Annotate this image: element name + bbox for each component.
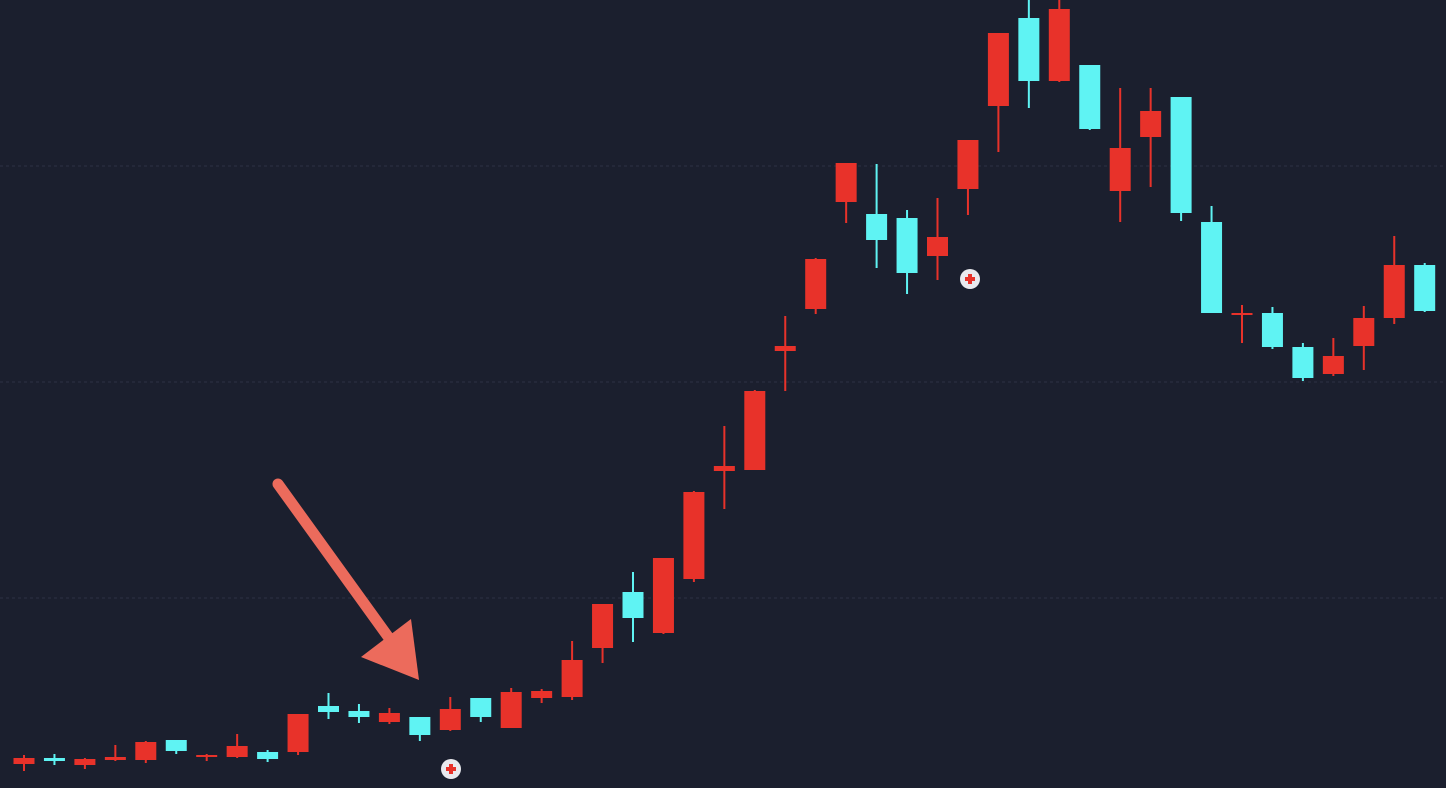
candle-body bbox=[287, 714, 309, 752]
candle-body bbox=[1292, 347, 1314, 378]
candle-body bbox=[318, 706, 339, 712]
candle-body bbox=[196, 755, 218, 757]
candle-body bbox=[744, 391, 766, 470]
arrow bbox=[272, 478, 419, 680]
candle-body bbox=[257, 752, 279, 759]
arrow-head bbox=[361, 619, 419, 680]
grid bbox=[0, 165, 1446, 599]
candle-body bbox=[1140, 111, 1162, 137]
marker bbox=[960, 269, 980, 289]
candle-body bbox=[987, 33, 1009, 106]
candle-body bbox=[1170, 97, 1192, 213]
candle-body bbox=[957, 140, 979, 189]
candle-body bbox=[1048, 9, 1070, 81]
candle-body bbox=[622, 592, 644, 618]
candle-body bbox=[774, 346, 796, 351]
candle-body bbox=[43, 758, 65, 761]
candle-body bbox=[378, 713, 400, 722]
candle-body bbox=[500, 692, 522, 728]
candle-body bbox=[1018, 18, 1040, 81]
candle-body bbox=[805, 259, 827, 309]
candle-body bbox=[1353, 318, 1375, 346]
candle-body bbox=[683, 492, 705, 579]
candle-body bbox=[1231, 313, 1253, 315]
candle-body bbox=[104, 757, 126, 760]
candle-body bbox=[531, 691, 553, 698]
candle-body bbox=[896, 218, 918, 273]
marker-cross bbox=[965, 274, 975, 284]
candle-body bbox=[561, 660, 583, 697]
candle-body bbox=[1322, 356, 1344, 374]
candle-body bbox=[226, 746, 248, 757]
marker-cross bbox=[446, 764, 456, 774]
candle-body bbox=[1109, 148, 1131, 191]
candle-body bbox=[135, 742, 157, 760]
candle-body bbox=[409, 717, 431, 735]
candle-body bbox=[927, 237, 948, 256]
candle-body bbox=[74, 759, 96, 765]
candle-body bbox=[348, 711, 370, 717]
candle-body bbox=[1261, 313, 1283, 347]
candle-body bbox=[652, 558, 674, 633]
candles bbox=[13, 0, 1436, 771]
candle-body bbox=[13, 758, 35, 764]
candle-body bbox=[592, 604, 614, 648]
candle-body bbox=[713, 466, 735, 471]
candle-body bbox=[439, 709, 461, 730]
candle-body bbox=[1414, 265, 1436, 311]
candle-body bbox=[165, 740, 187, 751]
candle-body bbox=[470, 698, 492, 717]
candle-body bbox=[1383, 265, 1405, 318]
marker bbox=[441, 759, 461, 779]
candle-body bbox=[1079, 65, 1101, 129]
candle-body bbox=[835, 163, 857, 202]
candle-body bbox=[866, 214, 888, 240]
candle-body bbox=[1201, 222, 1223, 313]
arrow-shaft bbox=[272, 478, 408, 662]
